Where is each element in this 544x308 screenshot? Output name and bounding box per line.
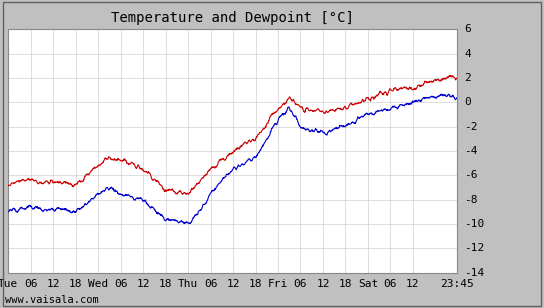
Text: 6: 6 — [464, 24, 471, 34]
Text: Temperature and Dewpoint [°C]: Temperature and Dewpoint [°C] — [111, 11, 354, 25]
Text: -6: -6 — [464, 170, 478, 180]
Text: 2: 2 — [464, 73, 471, 83]
Text: -8: -8 — [464, 195, 478, 205]
Text: -4: -4 — [464, 146, 478, 156]
Text: -12: -12 — [464, 243, 485, 253]
Text: 4: 4 — [464, 49, 471, 59]
Text: -2: -2 — [464, 122, 478, 132]
Text: -10: -10 — [464, 219, 485, 229]
Text: -14: -14 — [464, 268, 485, 278]
Text: 0: 0 — [464, 97, 471, 107]
Text: www.vaisala.com: www.vaisala.com — [5, 295, 99, 305]
